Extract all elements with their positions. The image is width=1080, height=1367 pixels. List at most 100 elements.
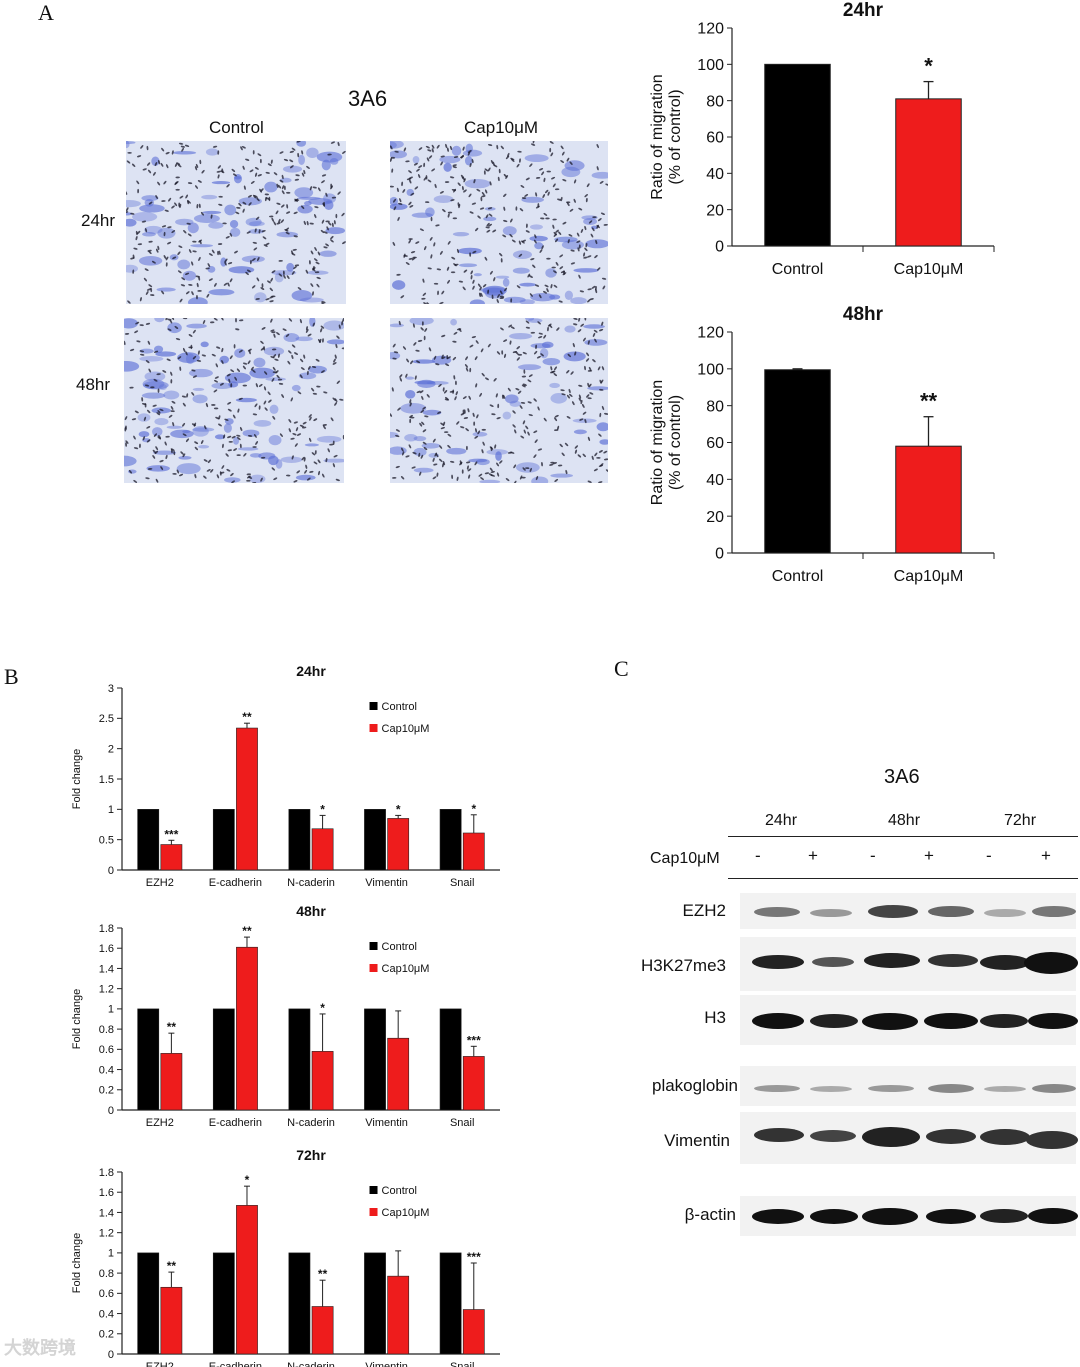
nucleus-dot	[461, 469, 464, 474]
y-tick-label: 1	[108, 804, 114, 816]
nucleus-dot	[323, 231, 328, 234]
stain-blob	[144, 225, 163, 235]
nucleus-dot	[270, 329, 275, 332]
nucleus-dot	[598, 464, 604, 467]
stain-blob	[512, 250, 532, 260]
nucleus-dot	[398, 202, 403, 205]
bar-control-ezh2	[137, 1008, 160, 1111]
nucleus-dot	[535, 475, 539, 481]
nucleus-dot	[315, 358, 320, 362]
nucleus-dot	[453, 156, 459, 159]
blot-sign-4: +	[924, 846, 934, 865]
nucleus-dot	[210, 321, 215, 324]
significance-marker: **	[167, 1259, 177, 1273]
nucleus-dot	[517, 150, 522, 153]
nucleus-dot	[161, 200, 166, 202]
nucleus-dot	[565, 469, 568, 475]
nucleus-dot	[578, 244, 581, 249]
nucleus-dot	[276, 183, 279, 188]
nucleus-dot	[473, 421, 476, 426]
stain-blob	[198, 445, 210, 449]
nucleus-dot	[534, 439, 538, 443]
nucleus-dot	[296, 141, 301, 143]
y-tick-label: 3	[108, 683, 114, 695]
nucleus-dot	[402, 346, 406, 350]
stain-blob	[151, 156, 160, 167]
nucleus-dot	[440, 161, 443, 166]
nucleus-dot	[493, 277, 496, 282]
nucleus-dot	[291, 344, 296, 348]
y-tick-label: 0.8	[99, 1024, 114, 1036]
nucleus-dot	[265, 197, 270, 200]
nucleus-dot	[217, 243, 223, 245]
nucleus-dot	[467, 151, 471, 156]
stain-blob	[154, 318, 165, 323]
nucleus-dot	[218, 203, 223, 206]
nucleus-dot	[516, 163, 520, 168]
blot-label-beta-actin: β-actin	[684, 1205, 736, 1224]
stain-blob	[591, 171, 608, 179]
nucleus-dot	[570, 249, 575, 252]
nucleus-dot	[489, 404, 494, 407]
nucleus-dot	[472, 250, 477, 254]
nucleus-dot	[250, 366, 254, 371]
nucleus-dot	[466, 445, 468, 451]
nucleus-dot	[452, 340, 457, 343]
nucleus-dot	[292, 433, 297, 436]
nucleus-dot	[585, 197, 588, 203]
nucleus-dot	[599, 388, 604, 391]
nucleus-dot	[177, 270, 182, 274]
stain-blob	[172, 151, 197, 155]
nucleus-dot	[537, 203, 540, 208]
bar-control-ezh2	[137, 1252, 160, 1355]
nucleus-dot	[419, 422, 423, 427]
nucleus-dot	[164, 441, 167, 446]
nucleus-dot	[455, 391, 458, 396]
nucleus-dot	[292, 248, 297, 251]
stain-blob	[153, 450, 177, 455]
nucleus-dot	[321, 301, 326, 304]
nucleus-dot	[243, 453, 247, 457]
nucleus-dot	[574, 449, 578, 454]
nucleus-dot	[551, 176, 556, 180]
nucleus-dot	[276, 332, 280, 336]
nucleus-dot	[270, 318, 273, 323]
nucleus-dot	[179, 366, 182, 371]
nucleus-dot	[297, 433, 302, 436]
nucleus-dot	[294, 352, 299, 355]
stain-blob	[495, 451, 502, 461]
significance-marker: *	[320, 1001, 325, 1015]
nucleus-dot	[423, 176, 427, 181]
stain-blob	[464, 178, 491, 189]
nucleus-dot	[529, 163, 533, 167]
nucleus-dot	[185, 291, 190, 295]
nucleus-dot	[532, 141, 535, 144]
nucleus-dot	[465, 356, 468, 361]
nucleus-dot	[418, 173, 421, 179]
nucleus-dot	[167, 241, 172, 245]
nucleus-dot	[157, 436, 161, 440]
nucleus-dot	[230, 472, 234, 477]
nucleus-dot	[417, 339, 423, 342]
nucleus-dot	[251, 285, 256, 289]
nucleus-dot	[458, 328, 462, 333]
nucleus-dot	[587, 255, 592, 258]
nucleus-dot	[439, 445, 443, 449]
micro-row-24: 24hr	[81, 211, 116, 230]
nucleus-dot	[154, 450, 159, 455]
stain-blob	[531, 476, 549, 483]
nucleus-dot	[390, 157, 393, 162]
nucleus-dot	[527, 273, 531, 278]
nucleus-dot	[225, 453, 229, 457]
nucleus-dot	[474, 461, 478, 466]
stain-blob	[409, 318, 434, 326]
nucleus-dot	[159, 459, 164, 463]
nucleus-dot	[508, 324, 513, 328]
chart-title: 72hr	[296, 1147, 326, 1163]
nucleus-dot	[317, 251, 321, 256]
nucleus-dot	[454, 396, 457, 401]
nucleus-dot	[545, 217, 550, 220]
nucleus-dot	[549, 463, 554, 466]
nucleus-dot	[525, 326, 531, 329]
stain-blob	[502, 278, 510, 287]
